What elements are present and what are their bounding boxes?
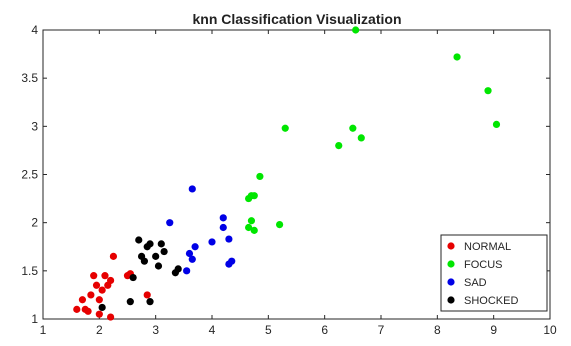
- point-sad: [188, 255, 196, 263]
- legend-label-shocked: SHOCKED: [464, 295, 518, 307]
- y-tick-label: 2: [31, 216, 38, 230]
- x-tick-label: 5: [265, 323, 272, 337]
- point-sad: [219, 223, 227, 232]
- x-tick-label: 8: [434, 323, 441, 337]
- point-focus: [281, 124, 289, 132]
- point-focus: [484, 87, 492, 95]
- legend-label-sad: SAD: [464, 277, 487, 289]
- point-normal: [143, 291, 151, 299]
- x-axis: 1 2 3 4 5 6 7 8 9 10: [40, 30, 557, 337]
- point-sad: [183, 267, 191, 275]
- point-shocked: [157, 240, 165, 248]
- legend-marker-focus: [447, 260, 455, 268]
- legend-label-focus: FOCUS: [464, 259, 503, 271]
- point-focus: [335, 142, 343, 150]
- point-shocked: [140, 257, 148, 265]
- x-tick-label: 6: [321, 323, 328, 337]
- point-focus: [453, 53, 461, 61]
- chart-title: knn Classification Visualization: [192, 11, 401, 27]
- point-shocked: [154, 262, 163, 270]
- point-normal: [95, 296, 103, 304]
- point-sad: [188, 185, 196, 193]
- x-tick-label: 10: [543, 323, 557, 337]
- legend-marker-sad: [447, 278, 455, 286]
- point-focus: [349, 124, 357, 132]
- point-normal: [87, 291, 95, 299]
- y-tick-label: 3: [31, 119, 38, 133]
- x-tick-label: 2: [96, 323, 103, 337]
- point-normal: [84, 307, 92, 315]
- point-sad: [219, 214, 227, 222]
- point-shocked: [146, 298, 154, 306]
- point-shocked: [126, 298, 134, 306]
- point-normal: [95, 310, 103, 318]
- y-tick-label: 1: [31, 312, 38, 326]
- point-focus: [250, 192, 258, 200]
- point-normal: [92, 281, 101, 289]
- y-tick-label: 3.5: [21, 71, 38, 85]
- point-shocked: [98, 303, 106, 312]
- x-tick-label: 3: [152, 323, 159, 337]
- point-normal: [98, 286, 106, 294]
- legend-box: [440, 234, 548, 312]
- point-sad: [185, 249, 194, 258]
- point-sad: [191, 243, 199, 251]
- point-focus: [245, 223, 253, 232]
- point-shocked: [160, 247, 168, 256]
- legend-marker-shocked: [447, 296, 455, 304]
- point-focus: [247, 217, 256, 225]
- point-focus: [276, 220, 284, 229]
- point-normal: [107, 276, 115, 285]
- point-normal: [101, 272, 109, 280]
- point-focus: [357, 134, 365, 142]
- y-tick-label: 1.5: [21, 264, 38, 278]
- point-shocked: [146, 240, 154, 248]
- point-sad: [228, 257, 236, 265]
- legend-label-normal: NORMAL: [464, 241, 511, 253]
- point-shocked: [174, 265, 182, 273]
- x-tick-label: 9: [490, 323, 497, 337]
- legend-marker-normal: [447, 242, 455, 250]
- y-tick-label: 2.5: [21, 168, 38, 182]
- data-points: [73, 26, 501, 321]
- point-focus: [492, 120, 501, 129]
- x-tick-label: 7: [378, 323, 385, 337]
- x-tick-label: 1: [40, 323, 47, 337]
- legend: NORMAL FOCUS SAD SHOCKED: [440, 234, 548, 312]
- point-normal: [73, 305, 81, 313]
- point-normal: [109, 252, 118, 260]
- point-shocked: [135, 236, 143, 244]
- point-normal: [78, 296, 87, 304]
- point-sad: [208, 238, 216, 246]
- point-normal: [90, 272, 98, 280]
- point-normal: [107, 313, 115, 321]
- point-sad: [166, 219, 174, 227]
- y-tick-label: 4: [31, 23, 38, 37]
- point-focus: [250, 226, 258, 234]
- point-shocked: [152, 252, 160, 260]
- point-focus: [256, 172, 264, 181]
- point-focus: [352, 26, 360, 34]
- y-axis: 1 1.5 2 2.5 3 3.5 4: [21, 23, 550, 326]
- x-tick-label: 4: [209, 323, 216, 337]
- point-sad: [225, 235, 233, 243]
- point-shocked: [129, 273, 137, 282]
